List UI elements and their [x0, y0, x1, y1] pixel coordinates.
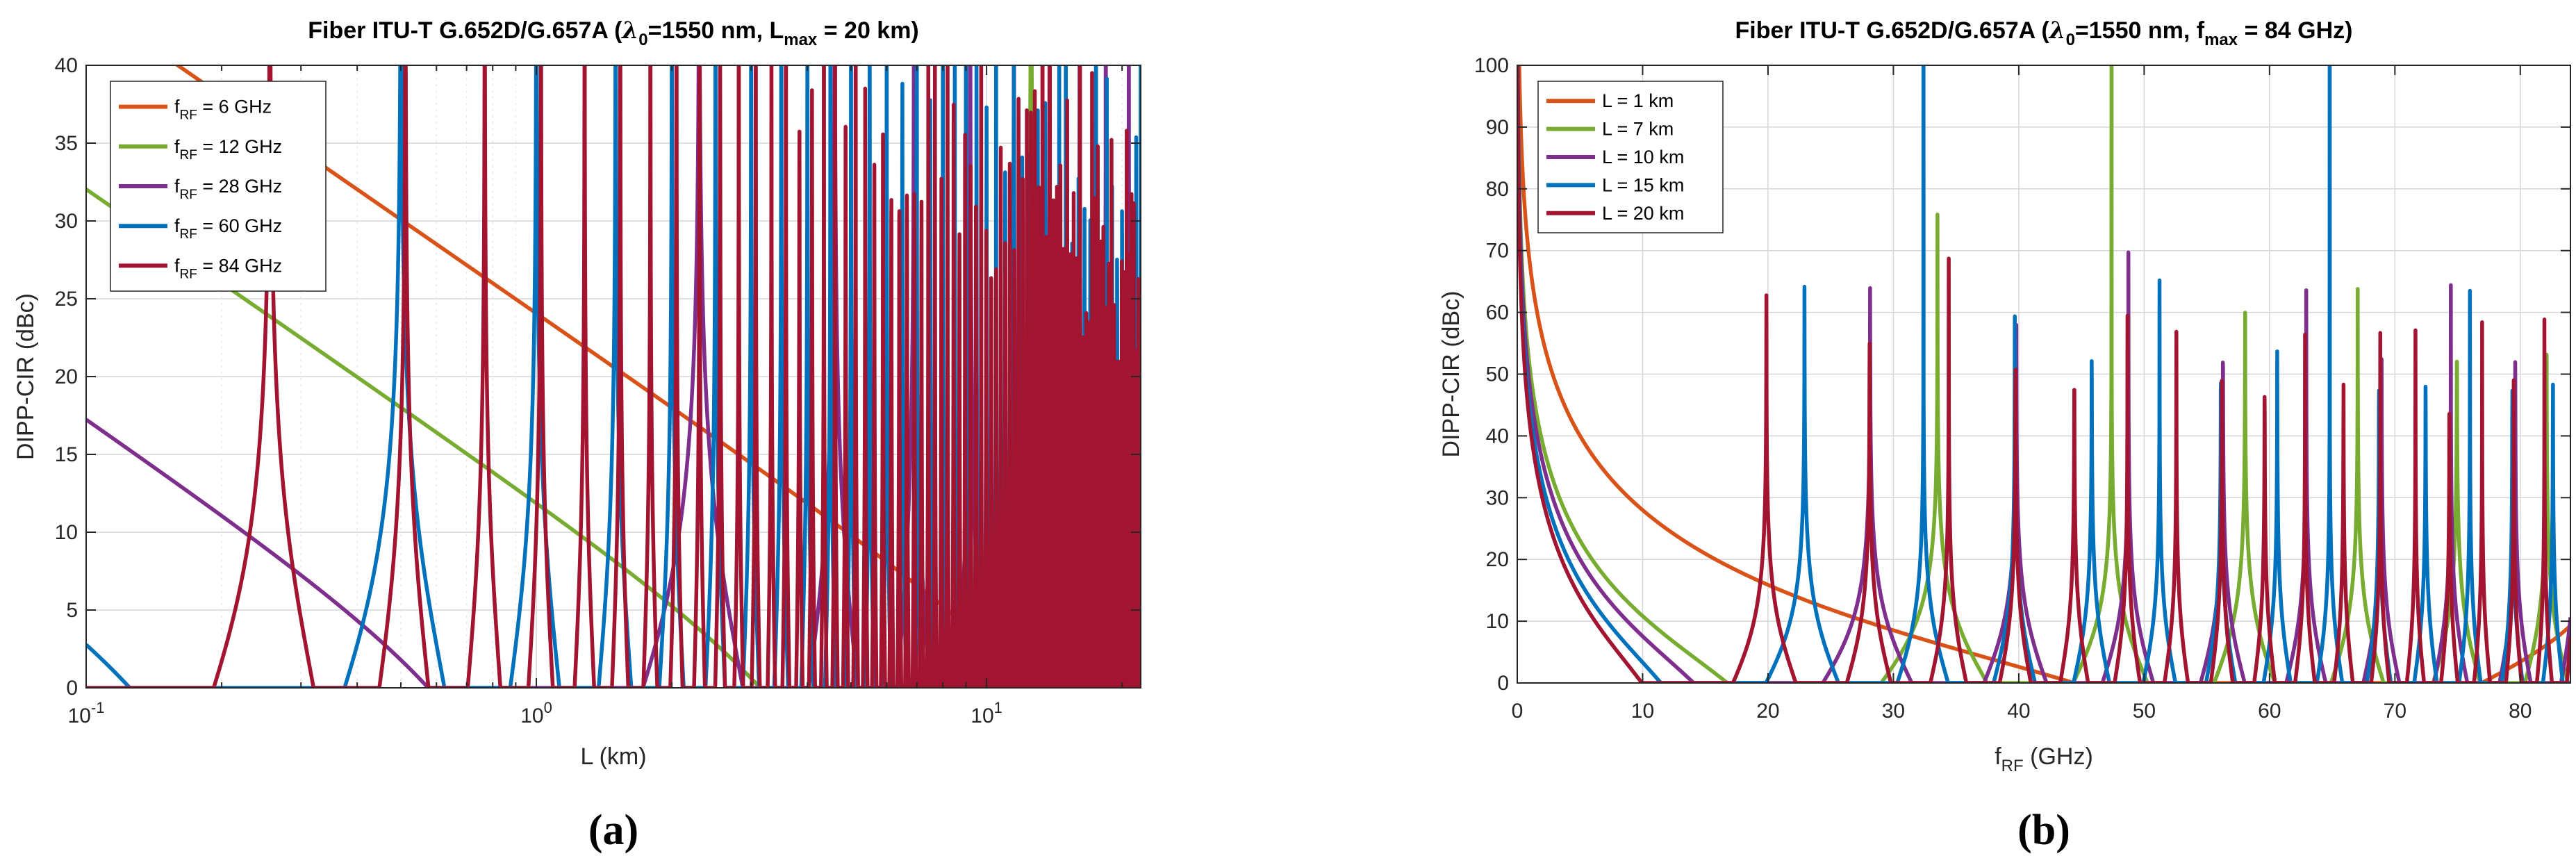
chart-panel-a: 0 5 10 15 20 25 30 35 40 10-1 100 101 Fiber ITU-T G.…: [13, 17, 1141, 854]
series-line-2: [86, 65, 1141, 688]
y-tick-label: 5: [66, 599, 78, 622]
y-tick-label: 70: [1486, 240, 1509, 263]
chart-title: Fiber ITU-T G.652D/G.657A (λ0=1550 nm, f…: [1735, 17, 2353, 49]
series-group: [86, 65, 1141, 688]
legend: L = 1 km L = 7 km L = 10 km L = 15 km L = 20…: [1537, 81, 1724, 233]
legend-entry: L = 20 km: [1602, 203, 1684, 224]
x-axis-label: fRF (GHz): [1995, 743, 2093, 775]
y-tick-label: 20: [1486, 548, 1509, 571]
x-tick-label: 10: [1631, 700, 1654, 723]
legend-entry: L = 1 km: [1602, 90, 1674, 111]
y-tick-label: 15: [55, 443, 78, 466]
panel-label: (a): [588, 807, 638, 854]
y-tick-label: 35: [55, 132, 78, 155]
x-tick-label: 70: [2384, 700, 2406, 723]
y-tick-label: 80: [1486, 178, 1509, 201]
y-tick-label: 100: [1474, 54, 1509, 77]
x-tick-label: 40: [2007, 700, 2030, 723]
y-tick-label: 40: [1486, 425, 1509, 447]
legend-entry: fRF = 60 GHz: [174, 215, 282, 242]
y-tick-label: 90: [1486, 116, 1509, 139]
panel-label: (b): [2017, 807, 2070, 854]
y-tick-label: 10: [1486, 610, 1509, 633]
y-tick-label: 20: [55, 365, 78, 388]
x-tick-label: 20: [1756, 700, 1779, 723]
series-line-5: [86, 65, 1141, 688]
x-tick-label: 80: [2509, 700, 2532, 723]
y-tick-label: 30: [55, 210, 78, 233]
x-axis-label: L (km): [580, 743, 646, 770]
y-tick-label: 0: [66, 677, 78, 700]
legend-entry: fRF = 28 GHz: [174, 176, 282, 202]
y-tick-label: 25: [55, 288, 78, 311]
x-tick-label: 0: [1512, 700, 1524, 723]
y-tick-label: 10: [55, 521, 78, 544]
y-axis-label: DIPP-CIR (dBc): [1438, 291, 1464, 458]
ticks: [1517, 65, 2570, 684]
x-tick-label: 50: [2133, 700, 2156, 723]
legend-entry: L = 15 km: [1602, 174, 1684, 195]
legend-entry: L = 7 km: [1602, 119, 1674, 140]
series-group: [1517, 65, 2570, 683]
legend-entry: L = 10 km: [1602, 147, 1684, 167]
y-axis-label: DIPP-CIR (dBc): [13, 293, 39, 460]
y-tick-label: 30: [1486, 486, 1509, 509]
legend-entry: fRF = 12 GHz: [174, 136, 282, 163]
chart-panel-b: 0 10 20 30 40 50 60 70 80 90 100 0 10 20 30 40 50 60 70 80 F…: [1438, 17, 2571, 854]
legend: fRF = 6 GHz fRF = 12 GHz fRF = 28 GHz fRF =…: [110, 81, 327, 292]
x-tick-label: 100: [520, 699, 552, 727]
x-tick-label: 30: [1882, 700, 1905, 723]
chart-title: Fiber ITU-T G.652D/G.657A (λ0=1550 nm, L…: [308, 17, 919, 49]
series-line-2: [1517, 65, 2570, 683]
ticks: [85, 65, 1141, 689]
legend-entry: fRF = 6 GHz: [174, 97, 272, 123]
y-tick-label: 50: [1486, 363, 1509, 386]
x-tick-label: 101: [971, 699, 1002, 727]
x-tick-label: 60: [2258, 700, 2281, 723]
y-tick-label: 0: [1497, 672, 1509, 695]
y-tick-label: 60: [1486, 302, 1509, 324]
legend-entry: fRF = 84 GHz: [174, 255, 282, 281]
y-tick-label: 40: [55, 54, 78, 77]
x-tick-label: 10-1: [68, 699, 105, 727]
